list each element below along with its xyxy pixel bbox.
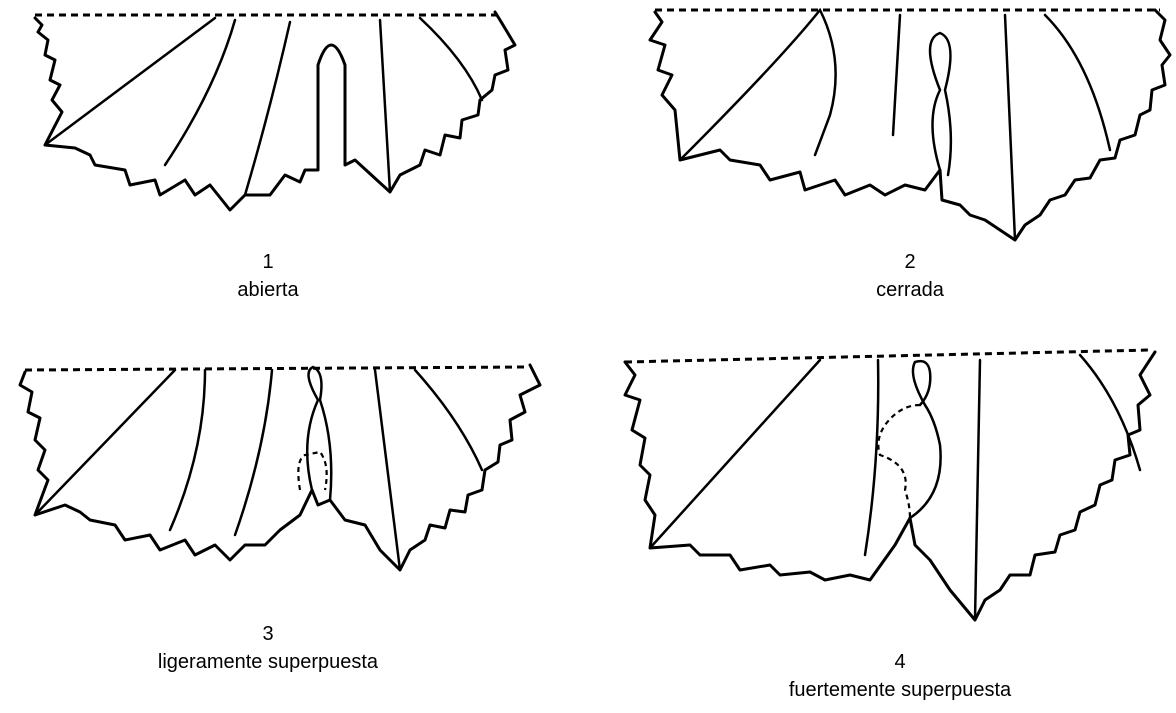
figure-label: cerrada: [876, 279, 945, 301]
figure-label: abierta: [237, 279, 299, 301]
figure-number: 1: [262, 251, 273, 273]
figure-label: ligeramente superpuesta: [158, 651, 379, 673]
leaf-2: [650, 10, 1170, 240]
leaf-4: [625, 350, 1155, 620]
figure-number: 2: [904, 251, 915, 273]
leaf-1: [35, 12, 515, 210]
figure-number: 4: [894, 651, 905, 673]
leaf-3: [20, 365, 540, 570]
figure-number: 3: [262, 623, 273, 645]
diagram: 1 abierta 2 cerrada 3 ligeramente superp…: [0, 0, 1176, 713]
figure-label: fuertemente superpuesta: [789, 679, 1012, 701]
